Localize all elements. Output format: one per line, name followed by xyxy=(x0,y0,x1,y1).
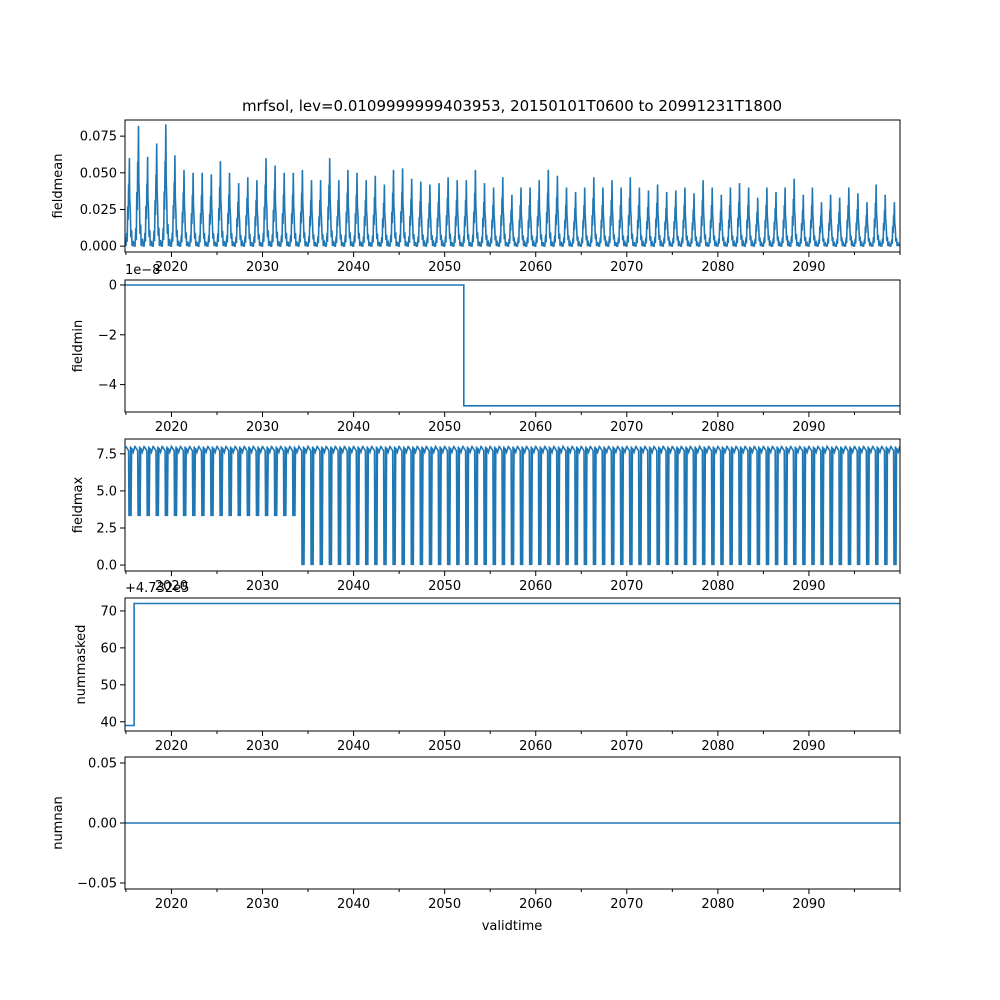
y-tick-label: 0.00 xyxy=(88,817,117,832)
x-tick-label: 2050 xyxy=(428,739,461,754)
y-tick-label: 70 xyxy=(100,604,117,619)
x-tick-label: 2050 xyxy=(428,260,461,275)
x-tick-label: 2060 xyxy=(519,897,552,912)
subplot-fieldmax: 2020 2030 2040 2050 2060 2070 2080 2090 0.0 2.5 5.… xyxy=(71,438,901,594)
series-line-fieldmax xyxy=(125,444,900,566)
y-tick-label: −4 xyxy=(98,378,117,393)
y-tick-label: 40 xyxy=(100,715,117,730)
y-tick-label: 5.0 xyxy=(96,484,117,499)
x-tick-label: 2070 xyxy=(610,739,643,754)
y-tick-label: −2 xyxy=(98,328,117,343)
y-axis-label: numnan xyxy=(51,796,66,850)
x-tick-label: 2020 xyxy=(155,260,188,275)
chart-title: mrfsol, lev=0.0109999999403953, 20150101… xyxy=(242,97,782,115)
x-tick-label: 2030 xyxy=(246,579,279,594)
x-tick-label: 2040 xyxy=(337,579,370,594)
y-axis-label: fieldmin xyxy=(71,320,86,373)
x-tick-label: 2060 xyxy=(519,420,552,435)
x-tick-label: 2030 xyxy=(246,260,279,275)
y-offset-text: +4.732e5 xyxy=(125,581,189,596)
x-tick-label: 2090 xyxy=(792,260,825,275)
subplot-fieldmin: 2020 2030 2040 2050 2060 2070 2080 2090 0 −2 −4 fie… xyxy=(71,263,901,435)
x-tick-label: 2030 xyxy=(246,897,279,912)
axes-frame xyxy=(124,119,901,253)
y-tick-label: 2.5 xyxy=(96,521,117,536)
y-tick-label: −0.05 xyxy=(77,877,117,892)
y-tick-label: 60 xyxy=(100,641,117,656)
subplots: 2020 2030 2040 2050 2060 2070 2080 20900.0000.0… xyxy=(51,119,901,912)
x-tick-label: 2080 xyxy=(701,579,734,594)
y-tick-label: 0.075 xyxy=(80,130,117,145)
y-axis-label: fieldmean xyxy=(51,154,66,219)
x-tick-label: 2090 xyxy=(792,739,825,754)
y-tick-label: 7.5 xyxy=(96,447,117,462)
x-tick-label: 2080 xyxy=(701,897,734,912)
y-tick-label: 0.000 xyxy=(80,240,117,255)
axes-frame xyxy=(124,438,901,572)
x-tick-label: 2040 xyxy=(337,260,370,275)
x-tick-label: 2050 xyxy=(428,897,461,912)
x-tick-label: 2050 xyxy=(428,420,461,435)
x-tick-label: 2040 xyxy=(337,420,370,435)
x-tick-label: 2080 xyxy=(701,739,734,754)
series-line-fieldmin xyxy=(125,284,900,407)
x-tick-label: 2030 xyxy=(246,420,279,435)
x-tick-label: 2070 xyxy=(610,420,643,435)
x-tick-label: 2020 xyxy=(155,897,188,912)
x-tick-label: 2070 xyxy=(610,897,643,912)
x-tick-label: 2070 xyxy=(610,579,643,594)
x-tick-label: 2050 xyxy=(428,579,461,594)
y-tick-label: 0.050 xyxy=(80,166,117,181)
x-tick-label: 2060 xyxy=(519,579,552,594)
x-tick-label: 2020 xyxy=(155,420,188,435)
x-tick-label: 2060 xyxy=(519,739,552,754)
x-tick-label: 2020 xyxy=(155,579,188,594)
y-tick-label: 0 xyxy=(109,278,117,293)
y-axis-label: fieldmax xyxy=(71,477,86,534)
x-tick-label: 2090 xyxy=(792,579,825,594)
y-tick-label: 0.0 xyxy=(96,559,117,574)
subplot-fieldmean: 2020 2030 2040 2050 2060 2070 2080 2090 0.000 0.0… xyxy=(51,119,901,275)
y-tick-label: 50 xyxy=(100,678,117,693)
y-tick-label: 0.025 xyxy=(80,203,117,218)
axes-frame xyxy=(124,279,901,413)
y-offset-text: 1e−8 xyxy=(125,263,160,278)
x-tick-label: 2090 xyxy=(792,897,825,912)
x-tick-label: 2060 xyxy=(519,260,552,275)
subplot-nummasked: 2020 2030 2040 2050 2060 2070 2080 2090 40 50 60 70… xyxy=(74,581,901,754)
x-tick-label: 2040 xyxy=(337,739,370,754)
x-tick-label: 2080 xyxy=(701,420,734,435)
x-tick-label: 2080 xyxy=(701,260,734,275)
y-tick-label: 0.05 xyxy=(88,757,117,772)
x-tick-label: 2030 xyxy=(246,739,279,754)
x-tick-label: 2090 xyxy=(792,420,825,435)
axes-frame xyxy=(124,597,901,732)
series-line-fieldmean xyxy=(125,124,900,247)
x-tick-label: 2020 xyxy=(155,739,188,754)
series-line-nummasked xyxy=(125,602,900,727)
x-tick-label: 2040 xyxy=(337,897,370,912)
y-axis-label: nummasked xyxy=(74,625,89,705)
x-axis-label: validtime xyxy=(482,919,543,934)
subplot-numnan: 2020 2030 2040 2050 2060 2070 2080 2090 −0.05 0.0… xyxy=(51,756,901,912)
x-tick-label: 2070 xyxy=(610,260,643,275)
